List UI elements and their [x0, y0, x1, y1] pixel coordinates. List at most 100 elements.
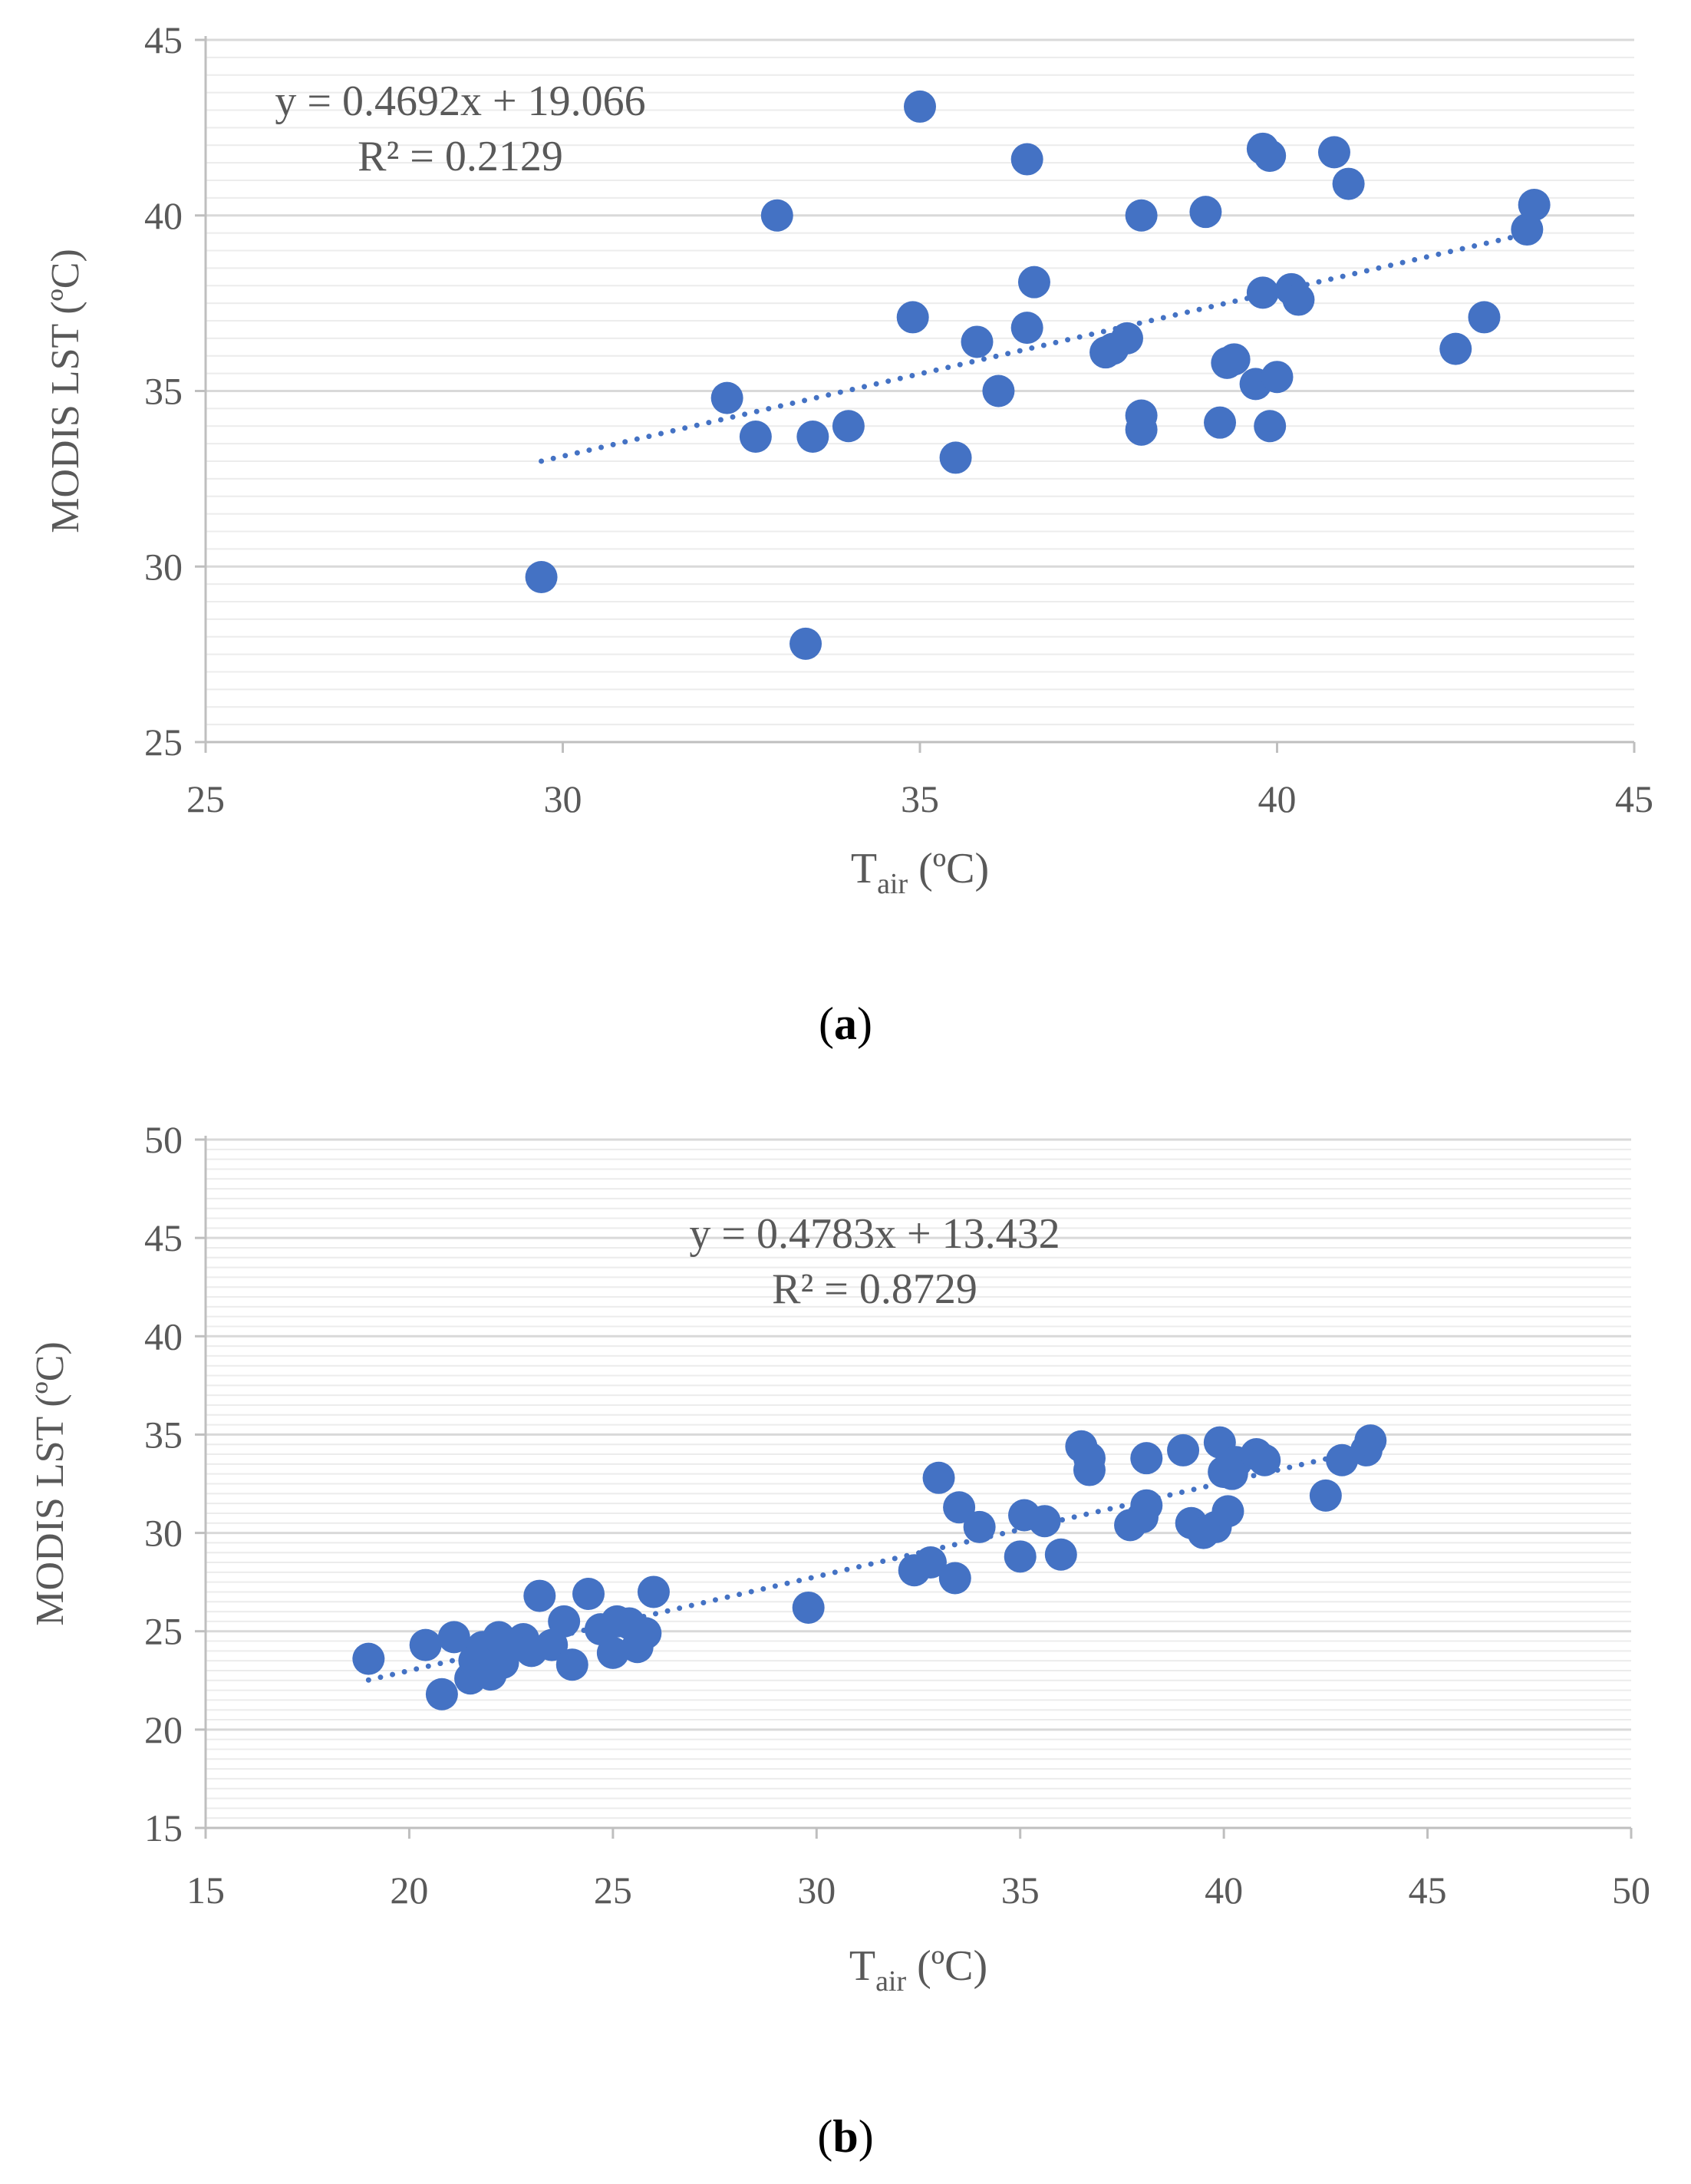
- data-point: [1004, 1540, 1037, 1573]
- data-point: [425, 1678, 458, 1711]
- data-point: [1439, 332, 1472, 365]
- data-point: [1332, 167, 1365, 200]
- caption-a: (a): [819, 998, 872, 1049]
- data-point: [1246, 276, 1279, 309]
- data-point: [1248, 1443, 1281, 1476]
- data-point: [409, 1628, 442, 1661]
- data-point: [1204, 406, 1237, 439]
- data-point: [982, 374, 1015, 407]
- y-tick-label: 45: [144, 1216, 183, 1259]
- data-point: [1317, 136, 1350, 169]
- x-axis-title-main: T: [849, 1942, 875, 1990]
- data-point: [1130, 1489, 1163, 1522]
- data-point: [555, 1648, 588, 1681]
- data-point: [963, 1510, 996, 1543]
- x-axis-title-subscript: air: [875, 1965, 906, 1998]
- y-tick-label: 15: [144, 1806, 183, 1849]
- data-point: [1189, 196, 1222, 229]
- x-axis-title-subscript: air: [877, 868, 908, 900]
- x-tick-label: 25: [594, 1869, 632, 1912]
- x-tick-label: 25: [186, 777, 225, 820]
- y-tick-label: 20: [144, 1708, 183, 1751]
- x-axis-title-unit: (ºC): [908, 845, 989, 892]
- data-point: [1254, 139, 1287, 172]
- y-tick-label: 45: [144, 18, 183, 61]
- x-tick-label: 35: [1001, 1869, 1040, 1912]
- data-point: [1218, 343, 1251, 376]
- data-point: [548, 1605, 581, 1638]
- data-point: [1073, 1442, 1106, 1475]
- chart-panel-a: 25 30 35 40 45 25 30 35 40 45 MODIS LST (ºC) Tair (…: [0, 0, 1691, 1074]
- data-point: [1282, 283, 1315, 316]
- data-point: [1468, 301, 1501, 334]
- y-tick-label: 35: [144, 370, 183, 413]
- y-axis-title: MODIS LST (ºC): [44, 249, 87, 533]
- trendline-equation: y = 0.4783x + 13.432: [689, 1210, 1060, 1258]
- data-point: [1125, 199, 1158, 232]
- caption-b: (b): [817, 2111, 874, 2162]
- x-tick-label: 40: [1205, 1869, 1243, 1912]
- data-point: [789, 627, 822, 660]
- data-point: [572, 1578, 605, 1611]
- data-point: [922, 1461, 955, 1494]
- x-axis-title-unit: (ºC): [906, 1942, 987, 1990]
- r-squared-label: R² = 0.2129: [358, 133, 563, 180]
- x-tick-label: 50: [1612, 1869, 1650, 1912]
- data-point: [792, 1591, 825, 1624]
- data-point: [796, 420, 829, 453]
- data-point: [938, 1562, 971, 1595]
- data-point: [1518, 189, 1551, 222]
- trendline-equation: y = 0.4692x + 19.066: [275, 78, 645, 125]
- data-point: [1511, 213, 1544, 246]
- gridlines: [206, 1138, 1631, 1819]
- data-point: [943, 1491, 976, 1524]
- x-tick-label: 15: [186, 1869, 225, 1912]
- y-tick-label: 40: [144, 194, 183, 237]
- x-tick-label: 35: [901, 777, 939, 820]
- x-tick-label: 45: [1409, 1869, 1447, 1912]
- data-point: [629, 1617, 662, 1650]
- x-tick-label: 20: [390, 1869, 428, 1912]
- y-axis-title: MODIS LST (ºC): [28, 1341, 72, 1626]
- scatter-chart-a: 25 30 35 40 45 25 30 35 40 45 MODIS LST (ºC) Tair (…: [44, 18, 1653, 900]
- r-squared-label: R² = 0.8729: [772, 1265, 977, 1313]
- data-point: [1010, 312, 1043, 345]
- scatter-chart-b: 15 20 25 30 35 40 45 50 15 20 25 30 35 40 45 50 MODIS LS…: [28, 1118, 1650, 1998]
- data-point: [1044, 1538, 1077, 1571]
- data-point: [637, 1575, 670, 1608]
- y-tick-label: 35: [144, 1413, 183, 1456]
- y-tick-label: 30: [144, 545, 183, 588]
- data-point: [939, 441, 972, 474]
- x-tick-label: 40: [1258, 777, 1297, 820]
- data-point: [914, 1546, 947, 1579]
- data-point: [1167, 1433, 1200, 1466]
- data-point: [523, 1579, 556, 1612]
- x-axis-title: Tair (ºC): [851, 845, 989, 900]
- data-point: [1110, 322, 1143, 355]
- data-point: [437, 1621, 470, 1654]
- data-point: [1326, 1443, 1359, 1476]
- data-point: [352, 1642, 385, 1675]
- data-point: [1010, 143, 1043, 176]
- data-point: [832, 410, 865, 443]
- data-point: [1017, 266, 1050, 299]
- data-point: [1130, 1442, 1163, 1475]
- x-tick-label: 30: [544, 777, 582, 820]
- data-point: [1125, 413, 1158, 446]
- data-point: [710, 381, 743, 414]
- y-tick-label: 30: [144, 1512, 183, 1555]
- chart-panel-b: 15 20 25 30 35 40 45 50 15 20 25 30 35 40 45 50 MODIS LS…: [0, 1105, 1691, 2184]
- data-point: [596, 1636, 629, 1669]
- data-point: [739, 420, 772, 453]
- data-point: [904, 90, 936, 123]
- data-points: [352, 1424, 1387, 1711]
- trendline: [539, 229, 1538, 464]
- data-point: [525, 560, 558, 593]
- x-tick-label: 30: [797, 1869, 836, 1912]
- data-point: [961, 325, 994, 358]
- data-point: [1261, 361, 1294, 394]
- data-points: [525, 90, 1551, 660]
- data-point: [1309, 1479, 1342, 1512]
- x-tick-label: 45: [1615, 777, 1653, 820]
- data-point: [1028, 1505, 1061, 1538]
